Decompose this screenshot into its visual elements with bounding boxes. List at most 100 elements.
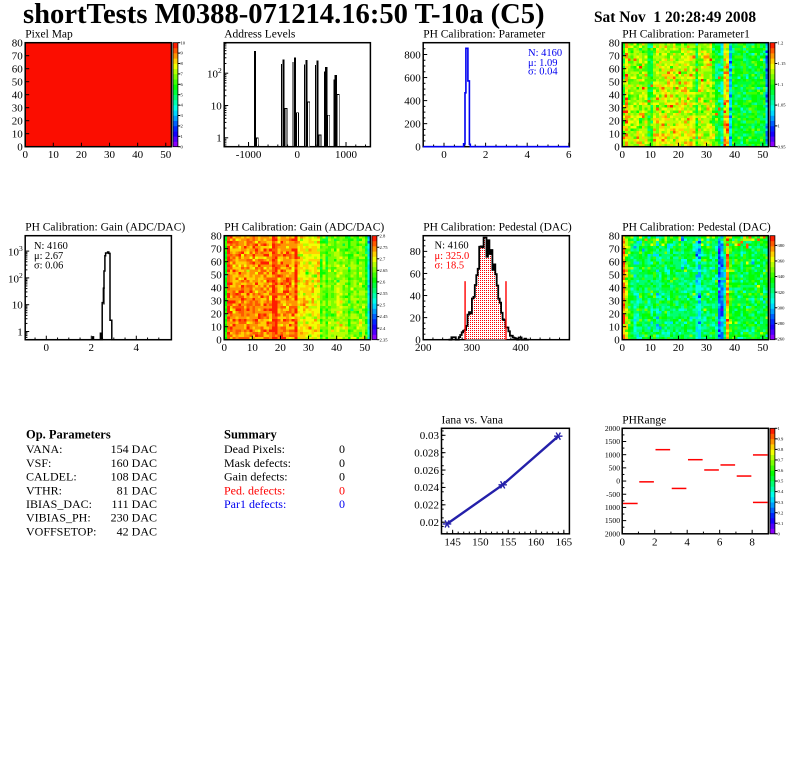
svg-text:20: 20 [76,149,88,161]
svg-text:30: 30 [12,103,24,115]
svg-text:20: 20 [12,116,24,128]
svg-text:4: 4 [181,103,184,108]
svg-text:400: 400 [512,342,529,354]
svg-text:0: 0 [614,142,620,154]
svg-text:50: 50 [12,77,24,89]
svg-text:VIBIAS_PH:: VIBIAS_PH: [26,511,91,525]
svg-text:10: 10 [48,149,60,161]
svg-text:0.026: 0.026 [414,465,439,477]
svg-text:2: 2 [181,124,184,129]
svg-text:σ: 18.5: σ: 18.5 [435,260,465,271]
svg-text:4: 4 [684,536,690,548]
svg-text:160: 160 [528,536,545,548]
svg-text:0: 0 [619,342,625,354]
svg-text:2.4: 2.4 [380,326,386,331]
svg-text:0.7: 0.7 [778,458,784,463]
svg-text:30: 30 [701,149,713,161]
svg-text:2000: 2000 [605,424,620,433]
svg-text:2.8: 2.8 [380,233,386,238]
svg-text:60: 60 [211,257,223,269]
svg-text:6: 6 [181,82,184,87]
svg-text:Pixel Map: Pixel Map [25,29,73,41]
svg-text:2.7: 2.7 [380,256,386,261]
svg-text:N: 4160: N: 4160 [528,48,562,59]
svg-text:2.65: 2.65 [380,268,389,273]
svg-text:108 DAC: 108 DAC [111,470,157,484]
svg-text:8: 8 [181,61,184,66]
svg-text:20: 20 [275,342,287,354]
svg-text:103: 103 [8,244,23,259]
svg-text:PH Calibration: Parameter1: PH Calibration: Parameter1 [622,29,750,41]
svg-text:0: 0 [22,149,28,161]
svg-text:0: 0 [415,142,421,154]
svg-text:320: 320 [778,290,786,295]
svg-text:800: 800 [404,49,421,61]
svg-text:0.3: 0.3 [778,500,784,505]
svg-text:8: 8 [749,536,755,548]
svg-text:Gain defects:: Gain defects: [224,470,288,484]
svg-text:0: 0 [216,335,222,347]
svg-text:2.75: 2.75 [380,245,389,250]
svg-text:1500: 1500 [605,437,620,446]
svg-text:10: 10 [645,149,657,161]
svg-text:160 DAC: 160 DAC [111,456,157,470]
svg-text:40: 40 [331,342,343,354]
svg-text:154 DAC: 154 DAC [111,442,157,456]
svg-text:1: 1 [778,426,781,431]
svg-text:280: 280 [778,321,786,326]
svg-text:0.1: 0.1 [778,521,784,526]
svg-text:0: 0 [339,456,345,470]
svg-text:80: 80 [12,38,24,50]
svg-text:N: 4160: N: 4160 [34,241,68,252]
svg-text:300: 300 [778,305,786,310]
svg-text:0: 0 [619,149,625,161]
svg-text:70: 70 [12,51,24,63]
svg-text:30: 30 [701,342,713,354]
svg-text:0.4: 0.4 [778,489,784,494]
svg-text:2.6: 2.6 [380,279,386,284]
svg-text:102: 102 [207,66,222,81]
svg-text:1.2: 1.2 [778,40,784,45]
svg-text:30: 30 [104,149,116,161]
svg-text:1.1: 1.1 [778,82,784,87]
svg-text:20: 20 [609,116,621,128]
svg-text:PH Calibration: Pedestal (DAC): PH Calibration: Pedestal (DAC) [423,222,572,234]
svg-text:Sat Nov 1 20:28:49 2008: Sat Nov 1 20:28:49 2008 [594,9,756,26]
svg-text:80: 80 [410,246,422,258]
svg-text:30: 30 [609,296,621,308]
svg-text:10: 10 [211,100,223,112]
svg-text:6: 6 [566,149,572,161]
svg-text:9: 9 [181,51,184,56]
svg-text:40: 40 [410,290,422,302]
svg-text:0: 0 [339,483,345,497]
svg-text:0: 0 [339,470,345,484]
svg-text:Op. Parameters: Op. Parameters [26,428,111,442]
svg-text:30: 30 [609,103,621,115]
svg-text:102: 102 [8,271,23,286]
svg-text:N: 4160: N: 4160 [435,241,469,252]
svg-text:PH Calibration: Gain (ADC/DAC): PH Calibration: Gain (ADC/DAC) [25,222,185,234]
svg-text:3: 3 [181,113,184,118]
svg-text:50: 50 [211,270,223,282]
svg-text:600: 600 [404,72,421,84]
svg-text:20: 20 [673,342,685,354]
svg-text:PH Calibration: Gain (ADC/DAC): PH Calibration: Gain (ADC/DAC) [224,222,384,234]
svg-text:50: 50 [609,270,621,282]
svg-text:1500: 1500 [605,516,620,525]
svg-text:81 DAC: 81 DAC [117,483,157,497]
svg-text:0.022: 0.022 [414,500,439,512]
svg-text:0.028: 0.028 [414,447,439,459]
svg-text:42 DAC: 42 DAC [117,524,157,538]
svg-text:0: 0 [441,149,447,161]
svg-text:1.15: 1.15 [778,61,787,66]
svg-text:1000: 1000 [605,450,620,459]
svg-text:μ: 325.0: μ: 325.0 [435,251,470,262]
svg-text:20: 20 [410,312,422,324]
svg-text:260: 260 [778,337,786,342]
svg-text:70: 70 [609,51,621,63]
svg-text:165: 165 [556,536,573,548]
svg-text:30: 30 [303,342,315,354]
svg-text:1.05: 1.05 [778,103,787,108]
svg-text:0: 0 [339,442,345,456]
svg-text:4: 4 [524,149,530,161]
